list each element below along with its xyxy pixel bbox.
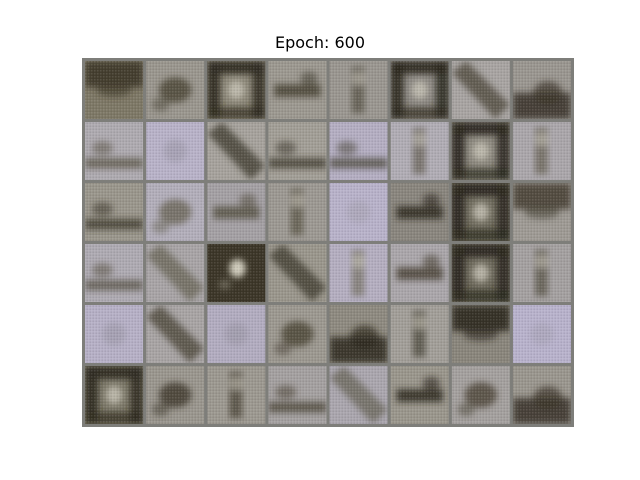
sample-r2-c3 [207,122,266,180]
sample-r2-c2 [146,122,205,180]
sample-r2-c1 [85,122,144,180]
sample-r6-c1 [85,366,144,424]
sample-r6-c8 [512,366,571,424]
sample-r4-c7 [451,244,510,302]
sample-r2-c4 [268,122,327,180]
sample-r3-c1 [85,183,144,241]
sample-r4-c8 [512,244,571,302]
sample-r5-c7 [451,305,510,363]
sample-r5-c8 [512,305,571,363]
sample-r1-c3 [207,61,266,119]
sample-r1-c6 [390,61,449,119]
sample-r4-c1 [85,244,144,302]
sample-r5-c4 [268,305,327,363]
sample-r6-c5 [329,366,388,424]
sample-r1-c8 [512,61,571,119]
figure-title: Epoch: 600 [274,33,365,52]
sample-grid-canvas [82,58,574,427]
sample-r5-c1 [85,305,144,363]
sample-r1-c2 [146,61,205,119]
sample-r3-c7 [451,183,510,241]
sample-r3-c3 [207,183,266,241]
sample-r4-c5 [329,244,388,302]
sample-r3-c6 [390,183,449,241]
sample-r6-c6 [390,366,449,424]
sample-r6-c3 [207,366,266,424]
sample-grid [82,58,574,427]
sample-r5-c3 [207,305,266,363]
sample-r1-c1 [85,61,144,119]
sample-r6-c2 [146,366,205,424]
sample-r4-c3 [207,244,266,302]
sample-r1-c4 [268,61,327,119]
sample-r3-c8 [512,183,571,241]
sample-r5-c5 [329,305,388,363]
sample-r5-c6 [390,305,449,363]
sample-r6-c4 [268,366,327,424]
sample-r3-c4 [268,183,327,241]
sample-r2-c5 [329,122,388,180]
sample-r4-c2 [146,244,205,302]
sample-r3-c5 [329,183,388,241]
sample-r2-c6 [390,122,449,180]
sample-r5-c2 [146,305,205,363]
sample-r1-c5 [329,61,388,119]
sample-r1-c7 [451,61,510,119]
sample-r4-c6 [390,244,449,302]
sample-r4-c4 [268,244,327,302]
sample-r6-c7 [451,366,510,424]
sample-r3-c2 [146,183,205,241]
sample-r2-c8 [512,122,571,180]
sample-r2-c7 [451,122,510,180]
